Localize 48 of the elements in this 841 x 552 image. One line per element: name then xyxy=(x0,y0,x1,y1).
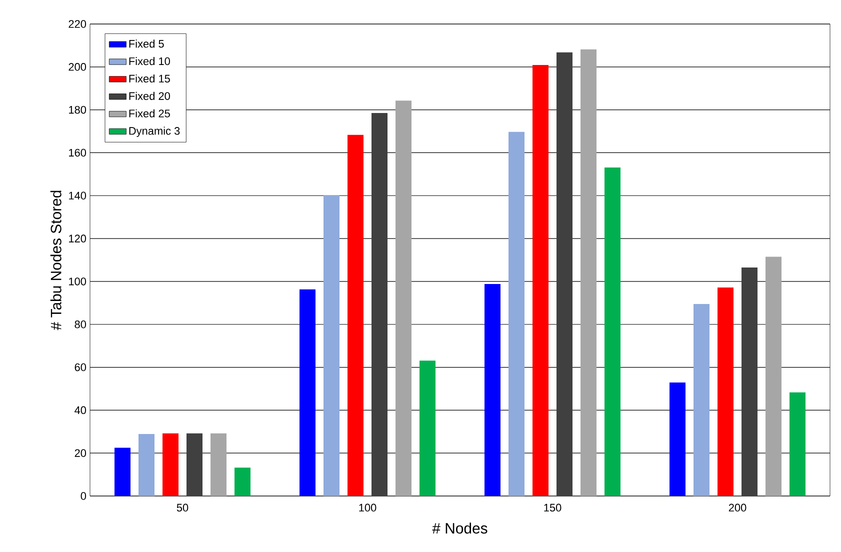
legend-label: Fixed 25 xyxy=(129,109,170,118)
bar xyxy=(210,433,226,496)
x-tick-label: 200 xyxy=(728,504,746,512)
y-tick-label: 60 xyxy=(74,363,86,372)
bar xyxy=(348,134,364,496)
bar xyxy=(420,360,436,496)
y-tick-label: 120 xyxy=(69,234,86,242)
y-tick-label: 180 xyxy=(69,106,86,114)
y-tick-label: 220 xyxy=(68,20,86,28)
bar xyxy=(396,100,412,496)
bar xyxy=(790,392,806,496)
bar xyxy=(162,433,178,496)
bar xyxy=(300,289,316,496)
bar xyxy=(186,433,202,496)
y-tick-label: 100 xyxy=(69,278,86,286)
bar xyxy=(532,64,549,496)
legend-label: Fixed 20 xyxy=(129,92,170,100)
bar xyxy=(556,52,573,496)
legend-label: Fixed 5 xyxy=(129,40,164,48)
bar xyxy=(742,268,758,496)
y-tick-label: 160 xyxy=(69,148,86,157)
y-tick-label: 40 xyxy=(74,406,86,414)
legend-label: Fixed 15 xyxy=(129,74,170,83)
bar xyxy=(694,304,710,496)
y-tick-label: 200 xyxy=(68,63,86,71)
bar xyxy=(372,113,388,496)
x-tick-label: 150 xyxy=(544,504,562,512)
bar xyxy=(604,168,621,496)
y-tick-label: 20 xyxy=(74,449,86,457)
y-tick-label: 140 xyxy=(69,192,86,200)
y-tick-label: 80 xyxy=(74,320,86,328)
bar xyxy=(138,434,154,496)
bar xyxy=(508,132,525,496)
x-axis-title: # Nodes xyxy=(432,522,488,534)
y-tick-label: 0 xyxy=(80,492,86,500)
bar xyxy=(766,256,782,496)
bar xyxy=(718,287,734,496)
x-tick-label: 100 xyxy=(359,504,376,512)
bar xyxy=(580,49,597,496)
legend-label: Fixed 10 xyxy=(129,57,170,66)
legend-label: Dynamic 3 xyxy=(129,126,180,137)
bar xyxy=(670,382,686,496)
x-tick-label: 50 xyxy=(176,504,188,512)
y-axis-title: # Tabu Nodes Stored xyxy=(50,190,62,330)
bar xyxy=(114,448,130,496)
bar xyxy=(324,195,340,496)
bar xyxy=(234,468,250,496)
bar xyxy=(484,284,501,496)
